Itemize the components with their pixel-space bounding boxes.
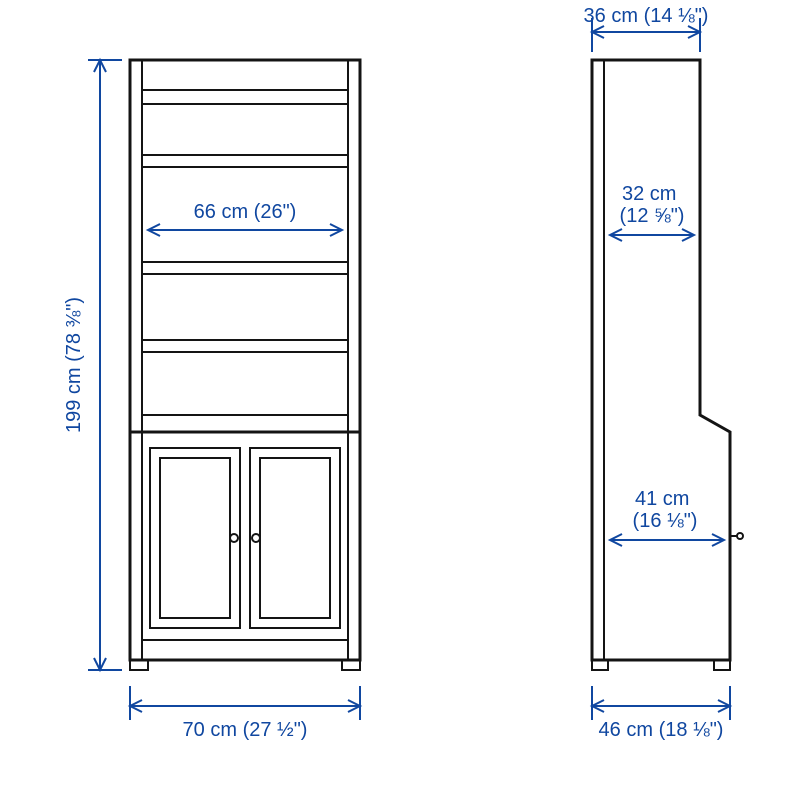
front-view xyxy=(130,60,360,670)
shelf-width-label: 66 cm (26") xyxy=(194,201,297,223)
width-dimension xyxy=(130,686,360,720)
bottom-depth-dimension xyxy=(592,686,730,720)
side-view xyxy=(592,60,743,670)
height-label: 199 cm (78 ⅜") xyxy=(63,297,85,433)
height-dimension xyxy=(88,60,122,670)
dimension-diagram: 199 cm (78 ⅜") 70 cm (27 ½") 66 cm (26") xyxy=(0,0,790,790)
top-depth-label: 36 cm (14 ⅛") xyxy=(584,5,709,27)
shelf-width-dimension xyxy=(148,224,342,236)
bottom-depth-label: 46 cm (18 ⅛") xyxy=(599,719,724,741)
width-label: 70 cm (27 ½") xyxy=(183,719,308,741)
lower-inner-label: 41 cm (16 ⅛") xyxy=(633,488,698,532)
upper-inner-label: 32 cm (12 ⅝") xyxy=(620,183,685,227)
upper-inner-dimension xyxy=(610,229,694,241)
lower-inner-dimension xyxy=(610,534,724,546)
